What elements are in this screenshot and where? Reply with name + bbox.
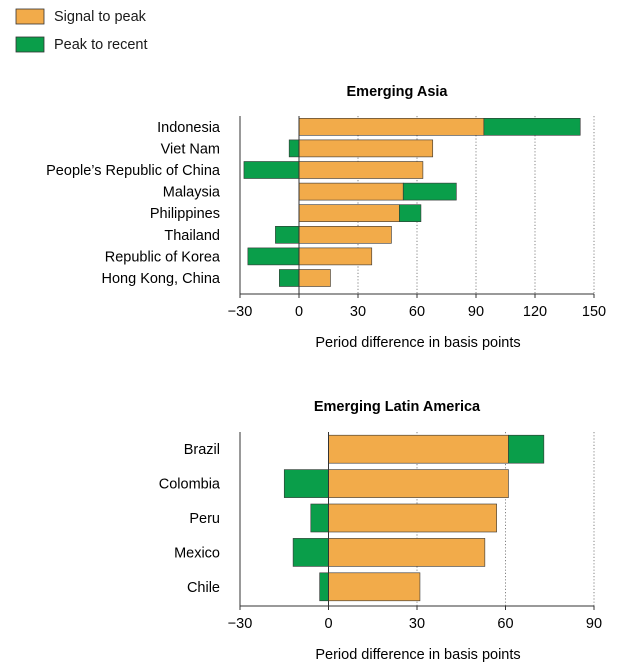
- x-tick-label: −30: [228, 616, 253, 632]
- category-label: Hong Kong, China: [102, 271, 221, 287]
- category-label: Philippines: [150, 206, 220, 222]
- chart-title: Emerging Asia: [347, 84, 449, 100]
- bar-signal-to-peak: [298, 247, 373, 266]
- x-tick-label: 30: [350, 304, 366, 320]
- x-tick-label: 90: [468, 304, 484, 320]
- x-tick-label: 60: [497, 616, 513, 632]
- category-label: Peru: [189, 511, 220, 527]
- category-label: Indonesia: [157, 120, 221, 136]
- bar-signal-to-peak: [328, 538, 486, 567]
- category-label: Mexico: [174, 545, 220, 561]
- bar-signal-to-peak: [298, 139, 434, 158]
- legend-item: Signal to peak: [15, 8, 147, 25]
- bar-peak-to-recent: [288, 139, 300, 158]
- bar-signal-to-peak: [328, 469, 509, 498]
- category-label: Chile: [187, 580, 220, 596]
- chart-title: Emerging Latin America: [314, 399, 481, 415]
- x-tick-label: 150: [582, 304, 606, 320]
- x-tick-label: 0: [324, 616, 332, 632]
- category-label: Colombia: [159, 477, 221, 493]
- category-label: Republic of Korea: [105, 249, 221, 265]
- bar-signal-to-peak: [328, 434, 509, 464]
- legend-swatch: [15, 36, 45, 53]
- bar-peak-to-recent: [275, 226, 300, 244]
- x-axis-label: Period difference in basis points: [315, 647, 520, 663]
- category-label: Malaysia: [163, 185, 221, 201]
- x-tick-label: 30: [409, 616, 425, 632]
- legend-label: Peak to recent: [54, 37, 148, 53]
- bar-peak-to-recent: [402, 182, 457, 201]
- bar-signal-to-peak: [328, 572, 421, 602]
- bar-signal-to-peak: [298, 118, 485, 136]
- bar-signal-to-peak: [298, 204, 400, 222]
- bar-signal-to-peak: [298, 161, 424, 179]
- bar-peak-to-recent: [508, 434, 545, 464]
- bar-peak-to-recent: [283, 469, 329, 498]
- bar-signal-to-peak: [328, 503, 497, 533]
- category-label: People’s Republic of China: [46, 163, 221, 179]
- x-axis-label: Period difference in basis points: [315, 335, 520, 351]
- panel-emerging-asia: Emerging Asia Indonesia Viet Nam People’s R…: [46, 84, 606, 351]
- panel-emerging-latin-america: Emerging Latin America Brazil Colombia Peru…: [159, 399, 602, 663]
- legend-item: Peak to recent: [15, 36, 148, 53]
- bar-peak-to-recent: [310, 503, 329, 533]
- bar-peak-to-recent: [279, 269, 300, 287]
- x-tick-label: 0: [295, 304, 303, 320]
- bar-signal-to-peak: [298, 269, 331, 287]
- bar-signal-to-peak: [298, 226, 392, 244]
- x-tick-label: 90: [586, 616, 602, 632]
- legend-label: Signal to peak: [54, 9, 147, 25]
- bar-peak-to-recent: [319, 572, 329, 602]
- category-label: Viet Nam: [161, 141, 220, 157]
- bar-signal-to-peak: [298, 182, 404, 201]
- x-tick-label: −30: [228, 304, 253, 320]
- bar-peak-to-recent: [247, 247, 300, 266]
- category-label: Thailand: [164, 228, 220, 244]
- bar-peak-to-recent: [292, 538, 329, 567]
- bar-peak-to-recent: [483, 118, 581, 136]
- bar-peak-to-recent: [243, 161, 300, 179]
- category-label: Brazil: [184, 442, 220, 458]
- bar-peak-to-recent: [398, 204, 422, 222]
- x-tick-label: 60: [409, 304, 425, 320]
- x-tick-label: 120: [523, 304, 547, 320]
- legend-swatch: [15, 8, 45, 25]
